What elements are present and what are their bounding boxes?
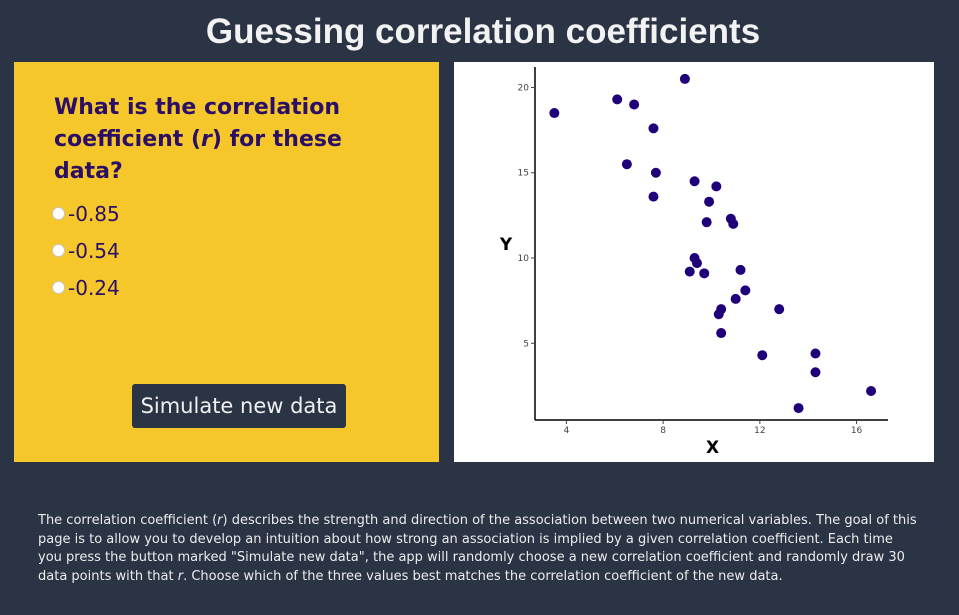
description-text: The correlation coefficient (r) describe… bbox=[38, 513, 917, 584]
data-point bbox=[648, 191, 659, 202]
y-tick-label: 15 bbox=[518, 169, 529, 179]
data-point bbox=[793, 403, 804, 414]
x-tick-label: 8 bbox=[660, 426, 666, 436]
y-tick-label: 20 bbox=[518, 83, 530, 93]
data-point bbox=[740, 285, 751, 296]
radio-button-2[interactable] bbox=[52, 244, 65, 257]
answer-option-3[interactable]: -0.24 bbox=[52, 269, 120, 306]
page-title: Guessing correlation coefficients bbox=[205, 12, 761, 51]
data-point bbox=[691, 258, 702, 269]
data-point bbox=[704, 196, 715, 207]
data-point bbox=[612, 94, 623, 105]
data-point bbox=[810, 348, 821, 359]
x-tick-label: 16 bbox=[851, 426, 863, 436]
data-point bbox=[621, 159, 632, 170]
x-tick-label: 4 bbox=[564, 426, 570, 436]
data-point bbox=[549, 108, 560, 119]
x-tick-label: 12 bbox=[754, 426, 765, 436]
y-tick-label: 5 bbox=[523, 339, 529, 349]
x-axis-label: X bbox=[706, 438, 719, 458]
y-axis-label: Y bbox=[499, 235, 513, 255]
data-point bbox=[716, 328, 727, 339]
quiz-question: What is the correlation coefficient (r) … bbox=[54, 95, 342, 184]
data-point bbox=[730, 293, 741, 304]
scatter-plot-panel: 4 8 12 16 5 10 15 20 X Y bbox=[454, 62, 934, 462]
data-point bbox=[728, 218, 739, 229]
data-point bbox=[774, 304, 785, 315]
y-tick-label: 10 bbox=[518, 254, 530, 264]
data-point bbox=[699, 268, 710, 279]
answer-option-1[interactable]: -0.85 bbox=[52, 195, 120, 232]
data-point bbox=[689, 176, 700, 187]
answer-option-2[interactable]: -0.54 bbox=[52, 232, 120, 269]
data-point bbox=[711, 181, 722, 192]
scatter-plot: 4 8 12 16 5 10 15 20 X Y bbox=[499, 67, 888, 458]
simulate-new-data-button[interactable]: Simulate new data bbox=[132, 384, 346, 428]
radio-button-3[interactable] bbox=[52, 281, 65, 294]
data-points bbox=[549, 73, 877, 414]
data-point bbox=[629, 99, 640, 110]
data-point bbox=[650, 167, 661, 178]
data-point bbox=[648, 123, 659, 134]
data-point bbox=[684, 266, 695, 277]
data-point bbox=[735, 264, 746, 275]
data-point bbox=[713, 309, 724, 320]
data-point bbox=[757, 350, 768, 361]
answer-option-2-label: -0.54 bbox=[68, 238, 120, 263]
answer-options: -0.85 -0.54 -0.24 bbox=[52, 195, 120, 306]
radio-button-1[interactable] bbox=[52, 207, 65, 220]
data-point bbox=[679, 73, 690, 84]
plot-axes: 4 8 12 16 5 10 15 20 X Y bbox=[499, 67, 888, 458]
data-point bbox=[866, 386, 877, 397]
data-point bbox=[810, 367, 821, 378]
data-point bbox=[701, 217, 712, 228]
answer-option-3-label: -0.24 bbox=[68, 275, 120, 300]
quiz-panel: What is the correlation coefficient (r) … bbox=[14, 62, 439, 462]
answer-option-1-label: -0.85 bbox=[68, 201, 120, 226]
